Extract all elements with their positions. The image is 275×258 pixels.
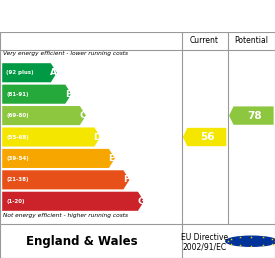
Text: (92 plus): (92 plus)	[6, 70, 34, 75]
Bar	[0, 32, 275, 50]
Text: (1-20): (1-20)	[6, 199, 25, 204]
Text: 2002/91/EC: 2002/91/EC	[183, 243, 227, 252]
Text: (55-68): (55-68)	[6, 134, 29, 140]
Polygon shape	[2, 127, 100, 147]
Text: EU Directive: EU Directive	[181, 233, 228, 242]
Polygon shape	[2, 192, 144, 211]
Polygon shape	[2, 106, 86, 125]
Text: B: B	[65, 90, 72, 99]
Text: Energy Efficiency Rating: Energy Efficiency Rating	[46, 10, 229, 23]
Text: E: E	[109, 154, 115, 163]
Text: C: C	[79, 111, 86, 120]
Text: Very energy efficient - lower running costs: Very energy efficient - lower running co…	[3, 51, 128, 55]
Text: 78: 78	[247, 111, 262, 120]
Text: D: D	[94, 133, 101, 141]
Text: G: G	[137, 197, 144, 206]
Polygon shape	[2, 63, 57, 82]
Text: Current: Current	[190, 36, 219, 45]
Text: Not energy efficient - higher running costs: Not energy efficient - higher running co…	[3, 213, 128, 218]
Ellipse shape	[226, 236, 275, 246]
Text: (39-54): (39-54)	[6, 156, 29, 161]
Polygon shape	[229, 106, 274, 125]
Polygon shape	[183, 128, 226, 146]
Polygon shape	[2, 170, 130, 189]
Text: England & Wales: England & Wales	[26, 235, 138, 248]
Polygon shape	[2, 85, 72, 104]
Polygon shape	[2, 149, 115, 168]
Text: (21-38): (21-38)	[6, 177, 29, 182]
Text: (81-91): (81-91)	[6, 92, 29, 97]
Text: Potential: Potential	[234, 36, 268, 45]
Text: (69-80): (69-80)	[6, 113, 29, 118]
Text: F: F	[123, 175, 129, 184]
Text: A: A	[50, 68, 57, 77]
Text: 56: 56	[200, 132, 214, 142]
